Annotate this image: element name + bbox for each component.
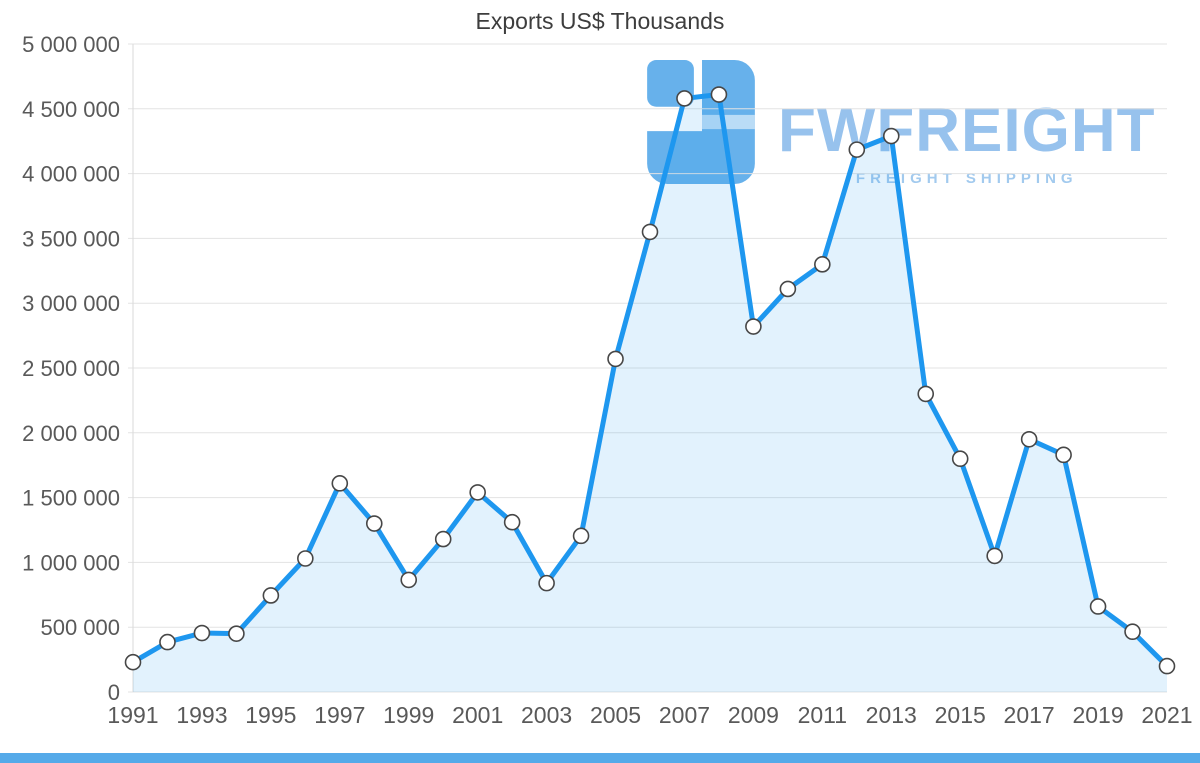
- data-point-1997[interactable]: [331, 475, 349, 492]
- y-axis-label: 1 500 000: [22, 486, 120, 511]
- data-point-2015[interactable]: [951, 450, 969, 468]
- data-point-2019[interactable]: [1089, 598, 1107, 615]
- data-point-1996[interactable]: [297, 550, 314, 567]
- data-point-2009[interactable]: [745, 318, 762, 335]
- x-axis-label: 2021: [1141, 702, 1192, 728]
- data-point-2012[interactable]: [848, 141, 866, 158]
- bottom-strip: [0, 753, 1200, 763]
- x-axis-label: 2017: [1004, 702, 1055, 728]
- x-axis-label: 1997: [314, 702, 365, 728]
- chart-title: Exports US$ Thousands: [475, 8, 725, 34]
- data-point-2020[interactable]: [1124, 623, 1141, 641]
- x-axis-label: 1991: [107, 702, 158, 728]
- y-axis-label: 0: [108, 680, 120, 705]
- watermark-tagline: FREIGHT SHIPPING: [855, 170, 1078, 187]
- x-axis-label: 1993: [176, 702, 227, 728]
- data-point-2005[interactable]: [607, 350, 624, 368]
- x-axis-label: 2007: [659, 702, 710, 728]
- y-axis-label: 2 500 000: [22, 356, 120, 381]
- data-point-2014[interactable]: [917, 385, 935, 403]
- watermark-brand: FWFREIGHT: [778, 96, 1156, 165]
- data-point-2001[interactable]: [469, 484, 486, 501]
- data-point-2021[interactable]: [1158, 657, 1176, 675]
- watermark-text-block: FWFREIGHT FREIGHT SHIPPING: [778, 60, 1156, 188]
- y-axis-label: 1 000 000: [22, 550, 120, 575]
- data-point-1999[interactable]: [400, 571, 418, 589]
- x-axis-label: 1999: [383, 702, 434, 728]
- data-point-1992[interactable]: [159, 633, 176, 651]
- data-point-2011[interactable]: [814, 256, 831, 273]
- data-point-1991[interactable]: [124, 653, 142, 671]
- data-point-2008[interactable]: [710, 86, 728, 103]
- data-point-2000[interactable]: [434, 530, 452, 548]
- x-axis-label: 2011: [798, 702, 847, 728]
- data-point-2003[interactable]: [538, 574, 555, 592]
- x-axis-label: 2001: [452, 702, 503, 728]
- data-point-1994[interactable]: [228, 625, 245, 642]
- data-point-2010[interactable]: [779, 280, 797, 298]
- data-point-1995[interactable]: [262, 587, 280, 604]
- y-axis-label: 5 000 000: [22, 32, 120, 57]
- x-axis-label: 2013: [866, 702, 917, 728]
- data-point-2017[interactable]: [1020, 430, 1038, 448]
- x-axis-label: 2019: [1072, 702, 1123, 728]
- series-area-fill: [133, 94, 1167, 692]
- y-axis-label: 2 000 000: [22, 421, 120, 446]
- data-point-1998[interactable]: [365, 515, 383, 532]
- x-axis-label: 2009: [728, 702, 779, 728]
- data-point-2018[interactable]: [1055, 446, 1072, 464]
- y-axis-label: 4 000 000: [22, 162, 120, 187]
- data-point-2004[interactable]: [572, 527, 590, 545]
- data-point-2007[interactable]: [676, 90, 693, 107]
- y-axis-label: 500 000: [40, 615, 120, 640]
- y-axis-label: 3 500 000: [22, 226, 120, 251]
- data-point-2002[interactable]: [503, 513, 521, 531]
- x-axis-label: 2005: [590, 702, 641, 728]
- x-axis-label: 1995: [245, 702, 296, 728]
- data-point-2006[interactable]: [641, 223, 659, 241]
- x-axis-label: 2015: [935, 702, 986, 728]
- x-axis-label: 2003: [521, 702, 572, 728]
- data-point-2016[interactable]: [986, 547, 1003, 565]
- data-point-1993[interactable]: [193, 624, 211, 642]
- data-point-2013[interactable]: [882, 127, 900, 145]
- y-axis-label: 3 000 000: [22, 291, 120, 316]
- y-axis-label: 4 500 000: [22, 97, 120, 122]
